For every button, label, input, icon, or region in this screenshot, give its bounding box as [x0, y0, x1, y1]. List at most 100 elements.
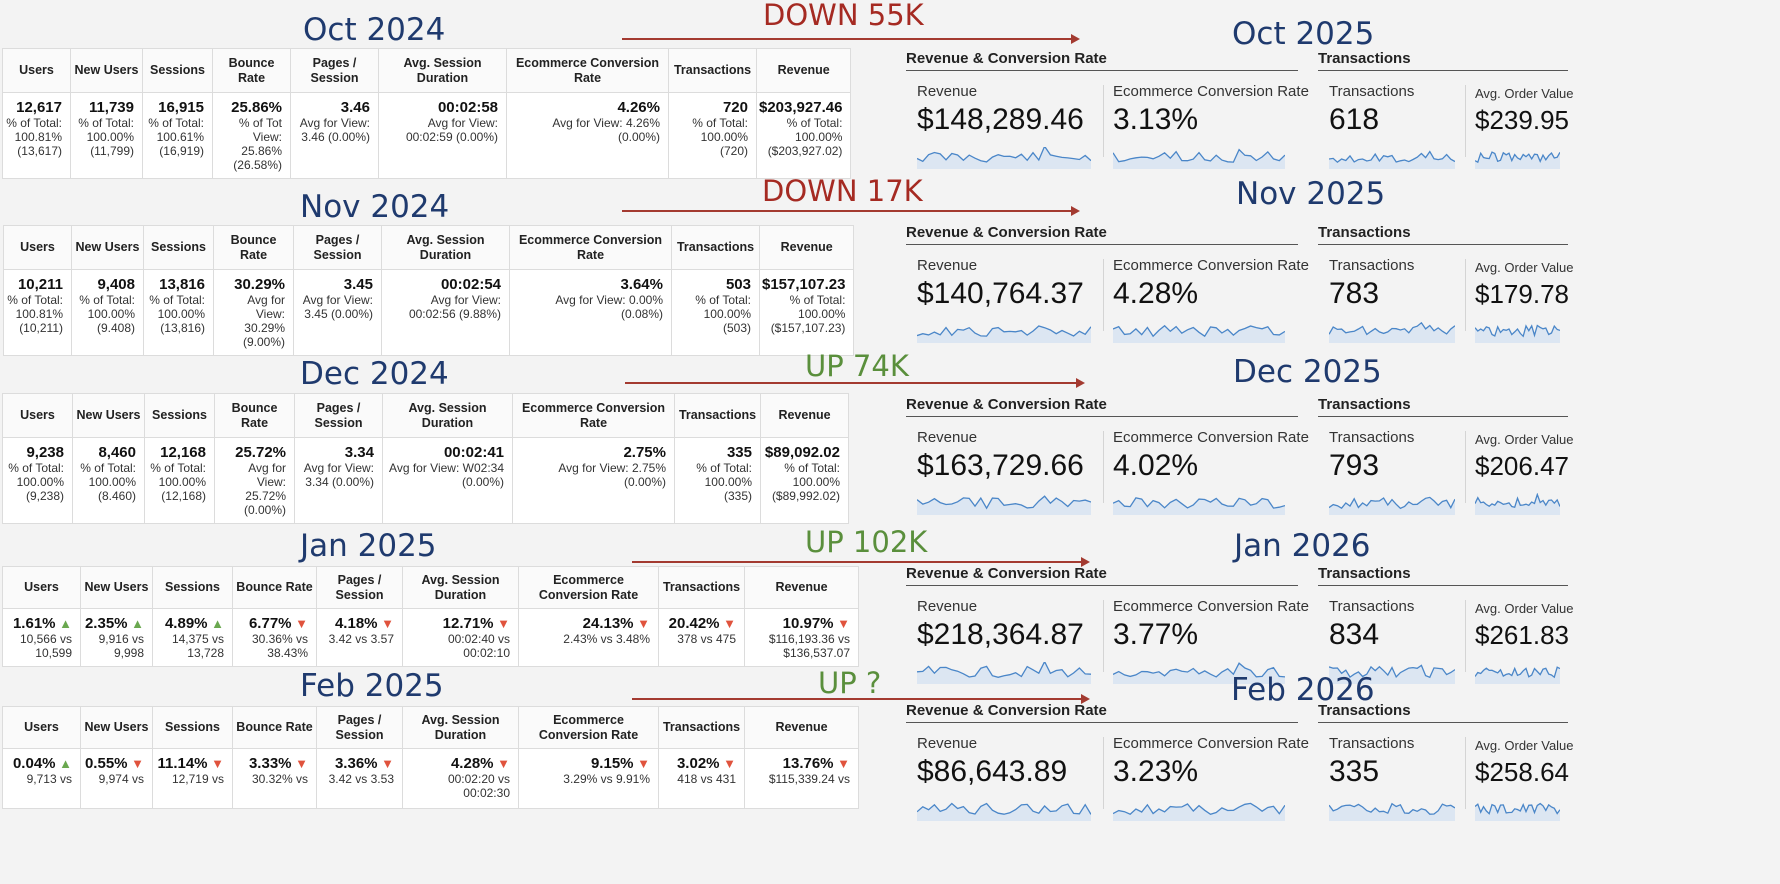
table-header-row: Users New Users Sessions Bounce Rate Pages /… [2, 48, 852, 93]
revenue-scorecard[interactable]: Revenue $163,729.66 [917, 429, 1091, 517]
metric-value: 0.04% [12, 755, 56, 772]
column-header[interactable]: Pages / Session [316, 706, 403, 749]
column-header[interactable]: Pages / Session [293, 225, 382, 270]
sparkline-chart [1329, 496, 1455, 515]
scorecard-divider [1465, 600, 1466, 672]
column-header[interactable]: New Users [71, 225, 144, 270]
column-header[interactable]: Bounce Rate [214, 393, 295, 438]
column-header[interactable]: Sessions [143, 225, 214, 270]
column-header[interactable]: Pages / Session [316, 566, 403, 609]
column-header[interactable]: Avg. Session Duration [378, 48, 507, 93]
column-header[interactable]: Revenue [755, 48, 852, 93]
column-header[interactable]: Users [2, 706, 81, 749]
column-header[interactable]: Transactions [671, 225, 760, 270]
scorecard-label: Avg. Order Value [1475, 86, 1574, 101]
metric-subtext: 9,916 vs 9,998 [98, 632, 144, 660]
conversion-rate-scorecard[interactable]: Ecommerce Conversion Rate 4.02% [1113, 429, 1309, 517]
avg-order-value-scorecard[interactable]: Avg. Order Value $179.78 [1475, 257, 1574, 345]
trend-label: DOWN 17K [762, 174, 923, 208]
column-header[interactable]: Transactions [658, 706, 745, 749]
column-header[interactable]: Revenue [760, 393, 849, 438]
column-header[interactable]: Ecommerce Conversion Rate [506, 48, 669, 93]
column-header[interactable]: Sessions [152, 706, 233, 749]
sparkline-chart [1113, 662, 1285, 684]
column-header[interactable]: Revenue [744, 706, 859, 749]
arrow-down-icon: ▼ [633, 756, 650, 771]
column-header[interactable]: Bounce Rate [232, 566, 317, 609]
column-header[interactable]: Revenue [744, 566, 859, 609]
column-header[interactable]: Transactions [668, 48, 757, 93]
avg-order-value-scorecard[interactable]: Avg. Order Value $206.47 [1475, 429, 1574, 517]
conversion-rate-scorecard[interactable]: Ecommerce Conversion Rate 3.13% [1113, 83, 1309, 171]
metric-cell: 3.34 Avg for View: 3.34 (0.00%) [294, 437, 383, 524]
scorecard-label: Revenue [917, 598, 978, 615]
scorecard-label: Avg. Order Value [1475, 738, 1574, 753]
scorecard-label: Avg. Order Value [1475, 601, 1574, 616]
right-month-title: Nov 2025 [1236, 176, 1386, 212]
conversion-rate-scorecard[interactable]: Ecommerce Conversion Rate 3.77% [1113, 598, 1309, 686]
metric-value: 00:02:58 [437, 99, 498, 116]
column-header[interactable]: Sessions [142, 48, 213, 93]
column-header[interactable]: Pages / Session [290, 48, 379, 93]
transactions-scorecard[interactable]: Transactions 783 [1329, 257, 1455, 345]
column-header[interactable]: New Users [72, 393, 145, 438]
avg-order-value-scorecard[interactable]: Avg. Order Value $258.64 [1475, 735, 1574, 823]
column-header[interactable]: Sessions [144, 393, 215, 438]
sparkline-area [1475, 152, 1560, 169]
column-header[interactable]: Bounce Rate [213, 225, 294, 270]
revenue-scorecard[interactable]: Revenue $148,289.46 [917, 83, 1091, 171]
column-header[interactable]: Users [2, 566, 81, 609]
scorecard-divider [1465, 737, 1466, 809]
conversion-rate-scorecard[interactable]: Ecommerce Conversion Rate 3.23% [1113, 735, 1309, 823]
column-header[interactable]: New Users [70, 48, 143, 93]
avg-order-value-scorecard[interactable]: Avg. Order Value $261.83 [1475, 598, 1574, 686]
column-header[interactable]: New Users [80, 566, 153, 609]
column-header[interactable]: Transactions [674, 393, 761, 438]
metric-cell: 2.75% Avg for View: 2.75% (0.00%) [512, 437, 675, 524]
column-header[interactable]: Ecommerce Conversion Rate [509, 225, 672, 270]
column-header[interactable]: Avg. Session Duration [402, 566, 519, 609]
column-header[interactable]: Sessions [152, 566, 233, 609]
column-header[interactable]: Ecommerce Conversion Rate [518, 706, 659, 749]
transactions-scorecard[interactable]: Transactions 834 [1329, 598, 1455, 686]
column-header[interactable]: Pages / Session [294, 393, 383, 438]
metric-value: 6.77% [248, 615, 292, 632]
metric-cell: 4.28% ▼ 00:02:20 vs 00:02:30 [402, 748, 519, 809]
scorecard-label: Transactions [1329, 83, 1415, 100]
column-header[interactable]: Avg. Session Duration [382, 393, 513, 438]
transactions-scorecard[interactable]: Transactions 618 [1329, 83, 1455, 171]
avg-order-value-scorecard[interactable]: Avg. Order Value $239.95 [1475, 83, 1574, 171]
transactions-scorecard[interactable]: Transactions 335 [1329, 735, 1455, 823]
transactions-header: Transactions [1318, 50, 1568, 71]
column-header[interactable]: Avg. Session Duration [381, 225, 510, 270]
trend-label: UP ? [818, 666, 882, 700]
column-header[interactable]: Bounce Rate [212, 48, 291, 93]
right-month-title: Dec 2025 [1233, 354, 1382, 390]
trend-arrow-icon [622, 206, 1080, 216]
metric-subtext: 14,375 vs 13,728 [171, 632, 224, 660]
column-header[interactable]: Ecommerce Conversion Rate [518, 566, 659, 609]
column-header[interactable]: Bounce Rate [232, 706, 317, 749]
sparkline-line [1329, 802, 1455, 815]
column-header[interactable]: Users [2, 48, 71, 93]
metric-subtext: % of Total: 100.00% (13,816) [149, 293, 205, 335]
revenue-scorecard[interactable]: Revenue $218,364.87 [917, 598, 1091, 686]
metric-subtext: 00:02:20 vs 00:02:30 [447, 772, 510, 800]
transactions-scorecard[interactable]: Transactions 793 [1329, 429, 1455, 517]
column-header[interactable]: New Users [80, 706, 153, 749]
revenue-scorecard[interactable]: Revenue $140,764.37 [917, 257, 1091, 345]
sparkline-area [1113, 803, 1285, 821]
column-header[interactable]: Ecommerce Conversion Rate [512, 393, 675, 438]
column-header[interactable]: Avg. Session Duration [402, 706, 519, 749]
metric-subtext: 418 vs 431 [677, 772, 736, 786]
arrow-up-icon: ▲ [127, 616, 144, 631]
revenue-scorecard[interactable]: Revenue $86,643.89 [917, 735, 1091, 823]
column-header[interactable]: Users [2, 393, 73, 438]
sparkline-chart [1113, 497, 1285, 515]
column-header[interactable]: Users [3, 225, 72, 270]
scorecard-label: Ecommerce Conversion Rate [1113, 429, 1309, 446]
column-header[interactable]: Revenue [758, 225, 855, 270]
sparkline-line [1113, 324, 1285, 338]
column-header[interactable]: Transactions [658, 566, 745, 609]
conversion-rate-scorecard[interactable]: Ecommerce Conversion Rate 4.28% [1113, 257, 1309, 345]
